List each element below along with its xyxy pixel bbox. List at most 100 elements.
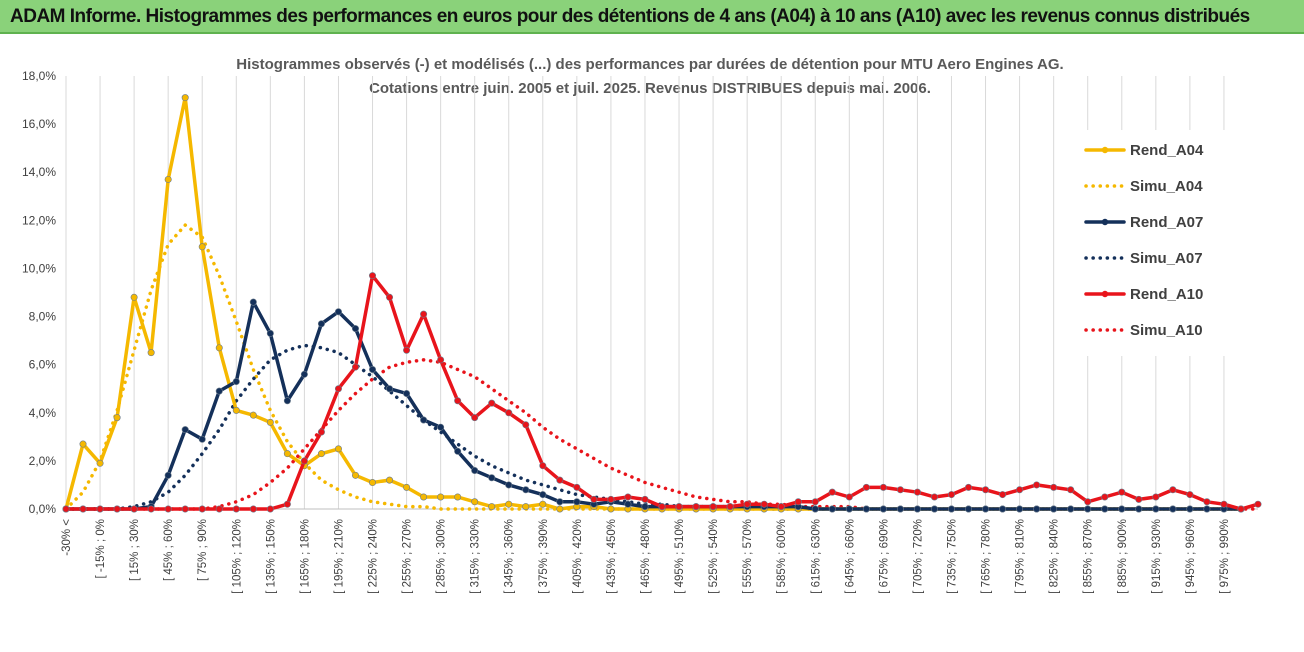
data-point [317, 428, 325, 436]
data-point [334, 308, 342, 316]
data-point [1152, 493, 1160, 501]
data-point [522, 486, 530, 494]
data-point [556, 498, 564, 506]
data-point [913, 488, 921, 496]
chart-title-line2: Cotations entre juin. 2005 et juil. 2025… [369, 80, 931, 97]
x-tick-label: [ 435% ; 450% [606, 519, 618, 594]
data-point [283, 500, 291, 508]
data-point [505, 409, 513, 417]
data-point [249, 298, 257, 306]
x-tick-label: [ 825% ; 840% [1049, 519, 1061, 594]
data-point [62, 505, 70, 513]
legend: Rend_A04 Simu_A04 Rend_A07 Simu_A07 Rend_A10… [1074, 130, 1244, 356]
data-point [913, 505, 921, 513]
x-tick-label: [ 495% ; 510% [674, 519, 686, 594]
data-point [249, 505, 257, 513]
legend-label: Simu_A04 [1130, 178, 1203, 195]
data-point [1118, 488, 1126, 496]
gridlines [65, 76, 1225, 509]
data-point [454, 493, 462, 501]
data-point [369, 479, 377, 487]
data-point [641, 495, 649, 503]
data-point [1067, 486, 1075, 494]
data-point [130, 505, 138, 513]
data-point [283, 397, 291, 405]
data-point [1220, 500, 1228, 508]
legend-box [1074, 130, 1244, 356]
legend-label: Simu_A07 [1130, 250, 1203, 267]
x-tick-label: [ 735% ; 750% [946, 519, 958, 594]
y-tick-label: 0,0% [29, 502, 57, 516]
x-tick-label: [ 75% ; 90% [197, 519, 209, 581]
legend-item: Simu_A07 [1084, 250, 1203, 267]
data-point [539, 491, 547, 499]
data-point [79, 440, 87, 448]
data-point [539, 462, 547, 470]
data-point [232, 406, 240, 414]
data-point [1118, 505, 1126, 513]
x-tick-label: [ 225% ; 240% [368, 519, 380, 594]
data-point [420, 493, 428, 501]
legend-label: Rend_A07 [1130, 214, 1203, 231]
legend-label: Simu_A10 [1130, 322, 1203, 339]
x-tick-label: [ 945% ; 960% [1185, 519, 1197, 594]
x-tick-label: [ 405% ; 420% [572, 519, 584, 594]
data-point [777, 503, 785, 511]
series-Rend_A10 [62, 272, 1262, 513]
legend-label: Rend_A04 [1130, 142, 1204, 159]
data-point [811, 505, 819, 513]
data-point [1135, 495, 1143, 503]
data-point [896, 505, 904, 513]
data-point [113, 505, 121, 513]
data-point [1135, 505, 1143, 513]
data-point [1101, 493, 1109, 501]
data-point [1254, 500, 1262, 508]
x-tick-label: [ 525% ; 540% [708, 519, 720, 594]
legend-item: Rend_A07 [1084, 214, 1203, 231]
data-point [351, 471, 359, 479]
data-point [607, 495, 615, 503]
data-point [862, 505, 870, 513]
header-bar: ADAM Informe. Histogrammes des performan… [0, 0, 1304, 34]
data-point [811, 498, 819, 506]
series-layer [62, 94, 1262, 513]
x-tick-label: [ 375% ; 390% [538, 519, 550, 594]
data-point [249, 411, 257, 419]
x-tick-label: -30% < [61, 519, 73, 556]
data-point [266, 418, 274, 426]
data-point [709, 503, 717, 511]
data-point [164, 505, 172, 513]
histogram-chart: Histogrammes observés (-) et modélisés (… [0, 34, 1304, 652]
series-line-Rend_A07 [66, 300, 1241, 511]
chart-title-line1: Histogrammes observés (-) et modélisés (… [236, 56, 1063, 73]
data-point [965, 505, 973, 513]
data-point [96, 459, 104, 467]
data-point [862, 483, 870, 491]
data-point [999, 505, 1007, 513]
x-tick-label: [ 795% ; 810% [1015, 519, 1027, 594]
data-point [692, 503, 700, 511]
x-tick-label: [ 855% ; 870% [1083, 519, 1095, 594]
x-tick-label: [ 975% ; 990% [1219, 519, 1231, 594]
data-point [79, 505, 87, 513]
data-point [982, 486, 990, 494]
data-point [403, 483, 411, 491]
data-point [181, 94, 189, 102]
x-tick-label: [ 645% ; 660% [844, 519, 856, 594]
x-tick-label: [ 585% ; 600% [776, 519, 788, 594]
data-point [215, 344, 223, 352]
y-tick-label: 8,0% [29, 310, 57, 324]
data-point [607, 505, 615, 513]
data-point [1050, 505, 1058, 513]
data-point [1101, 505, 1109, 513]
data-point [1169, 486, 1177, 494]
data-point [675, 503, 683, 511]
data-point [999, 491, 1007, 499]
data-point [471, 467, 479, 475]
x-tick-label: [ 885% ; 900% [1117, 519, 1129, 594]
data-point [300, 457, 308, 465]
data-point [522, 421, 530, 429]
x-tick-label: [ 195% ; 210% [333, 519, 345, 594]
y-tick-label: 14,0% [22, 165, 56, 179]
x-tick-label: [ 165% ; 180% [299, 519, 311, 594]
